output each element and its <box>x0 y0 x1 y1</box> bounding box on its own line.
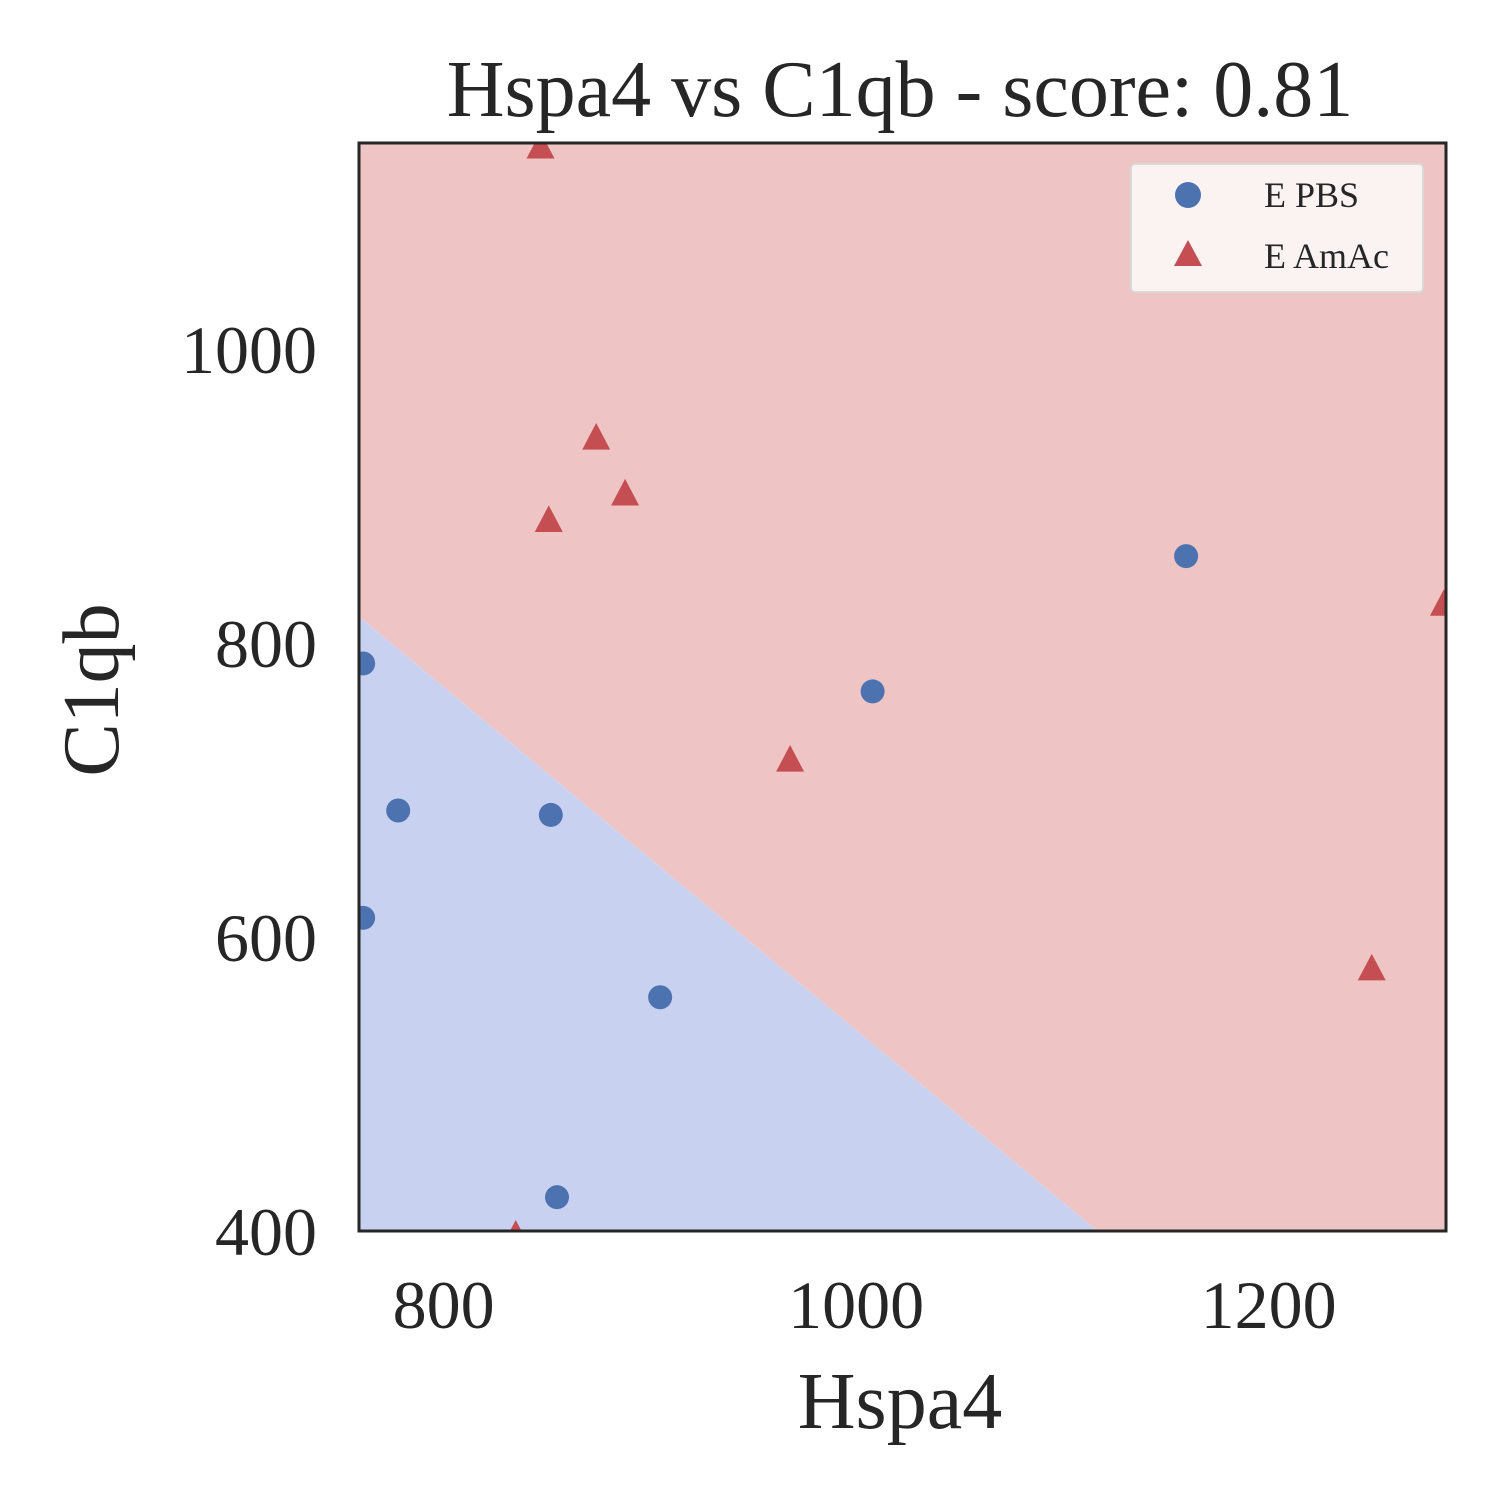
legend-box <box>1130 163 1424 293</box>
legend-label-e-pbs: E PBS <box>1264 175 1359 215</box>
region-e-pbs <box>359 616 1098 1231</box>
legend: E PBS E AmAc <box>1130 163 1424 293</box>
point-e-amac-triangle <box>534 505 563 532</box>
chart-title: Hspa4 vs C1qb - score: 0.81 <box>447 46 1354 134</box>
x-tick-label: 1000 <box>788 1267 924 1343</box>
point-e-amac-triangle <box>509 1219 522 1231</box>
data-points <box>359 143 1446 1231</box>
x-tick-label: 1200 <box>1201 1267 1337 1343</box>
point-e-amac-triangle <box>526 143 555 159</box>
point-e-amac-triangle <box>1429 589 1446 616</box>
point-e-pbs-circle <box>860 679 885 704</box>
point-e-pbs-circle <box>1174 544 1199 569</box>
point-e-amac-triangle <box>611 478 640 506</box>
x-tick-label: 800 <box>393 1267 495 1343</box>
plot-frame <box>357 141 1448 1233</box>
legend-triangle-marker <box>1174 240 1202 266</box>
legend-label-e-amac: E AmAc <box>1264 236 1389 276</box>
decision-regions <box>359 143 1446 1231</box>
point-e-amac-triangle <box>776 745 805 772</box>
legend-circle-marker <box>1175 182 1201 208</box>
point-e-amac-triangle <box>1357 953 1386 981</box>
y-axis-ticks: 400 600 800 1000 <box>181 312 317 1270</box>
y-tick-label: 800 <box>215 606 317 682</box>
point-e-pbs-circle <box>386 798 411 823</box>
point-e-pbs-circle <box>359 651 376 676</box>
point-e-pbs-circle <box>538 802 563 827</box>
point-e-amac-triangle <box>582 423 611 450</box>
y-tick-label: 1000 <box>181 312 317 388</box>
x-axis-label: Hspa4 <box>798 1358 1002 1446</box>
y-tick-label: 400 <box>215 1194 317 1270</box>
y-axis-label: C1qb <box>48 603 136 776</box>
point-e-pbs-circle <box>359 905 376 930</box>
region-e-amac <box>359 143 1446 1231</box>
y-tick-label: 600 <box>215 900 317 976</box>
point-e-pbs-circle <box>648 985 673 1010</box>
point-e-pbs-circle <box>545 1185 570 1210</box>
x-axis-ticks: 800 1000 1200 <box>393 1267 1337 1343</box>
